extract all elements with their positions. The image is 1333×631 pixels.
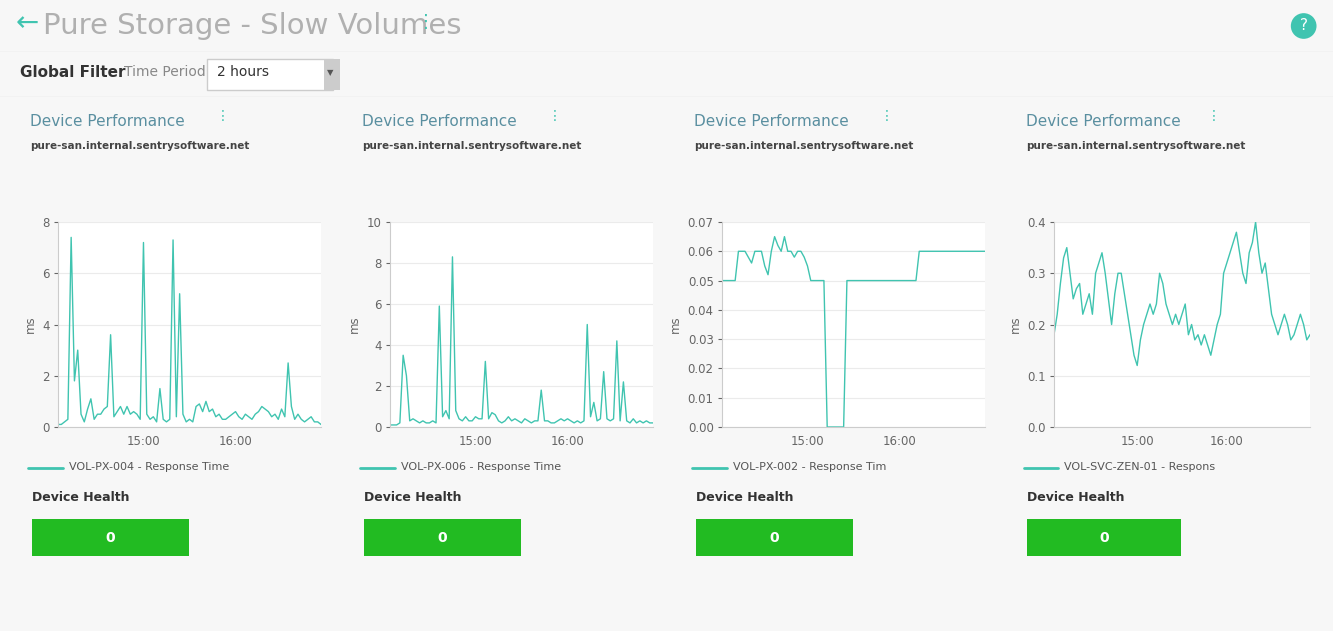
Text: ⋮: ⋮ (216, 109, 229, 123)
Text: ⋮: ⋮ (417, 13, 436, 31)
FancyBboxPatch shape (324, 59, 340, 90)
Text: VOL-SVC-ZEN-01 - Respons: VOL-SVC-ZEN-01 - Respons (1064, 463, 1216, 473)
Text: ⋮: ⋮ (1208, 109, 1221, 123)
Text: 0: 0 (1100, 531, 1109, 545)
Text: VOL-PX-004 - Response Time: VOL-PX-004 - Response Time (69, 463, 229, 473)
Text: VOL-PX-002 - Response Tim: VOL-PX-002 - Response Tim (733, 463, 886, 473)
FancyBboxPatch shape (207, 59, 333, 90)
Text: 2 hours: 2 hours (217, 65, 269, 80)
Text: pure-san.internal.sentrysoftware.net: pure-san.internal.sentrysoftware.net (1026, 141, 1245, 151)
Y-axis label: ms: ms (348, 316, 361, 333)
Text: 0: 0 (437, 531, 447, 545)
Y-axis label: ms: ms (24, 316, 36, 333)
Text: Device Performance: Device Performance (1026, 114, 1181, 129)
Text: Global Filter: Global Filter (20, 65, 125, 80)
FancyBboxPatch shape (364, 519, 521, 557)
Y-axis label: ms: ms (669, 316, 682, 333)
Text: pure-san.internal.sentrysoftware.net: pure-san.internal.sentrysoftware.net (363, 141, 581, 151)
Text: Device Performance: Device Performance (31, 114, 185, 129)
Text: Device Health: Device Health (364, 491, 461, 504)
Text: Device Health: Device Health (1028, 491, 1125, 504)
Text: 0: 0 (105, 531, 115, 545)
Text: pure-san.internal.sentrysoftware.net: pure-san.internal.sentrysoftware.net (31, 141, 249, 151)
Text: 0: 0 (769, 531, 780, 545)
Text: Device Performance: Device Performance (694, 114, 849, 129)
Text: Pure Storage - Slow Volumes: Pure Storage - Slow Volumes (43, 12, 461, 40)
Y-axis label: ms: ms (1009, 316, 1021, 333)
Text: ⋮: ⋮ (548, 109, 561, 123)
Text: VOL-PX-006 - Response Time: VOL-PX-006 - Response Time (401, 463, 561, 473)
Text: Device Performance: Device Performance (363, 114, 517, 129)
Text: ?: ? (1300, 18, 1308, 33)
Text: ←: ← (16, 9, 39, 37)
FancyBboxPatch shape (1028, 519, 1181, 557)
Text: pure-san.internal.sentrysoftware.net: pure-san.internal.sentrysoftware.net (694, 141, 913, 151)
Text: Device Health: Device Health (696, 491, 793, 504)
Text: ⋮: ⋮ (880, 109, 893, 123)
Text: Time Period: Time Period (124, 65, 205, 80)
FancyBboxPatch shape (696, 519, 853, 557)
FancyBboxPatch shape (32, 519, 189, 557)
Text: ▼: ▼ (328, 68, 333, 77)
Text: Device Health: Device Health (32, 491, 129, 504)
